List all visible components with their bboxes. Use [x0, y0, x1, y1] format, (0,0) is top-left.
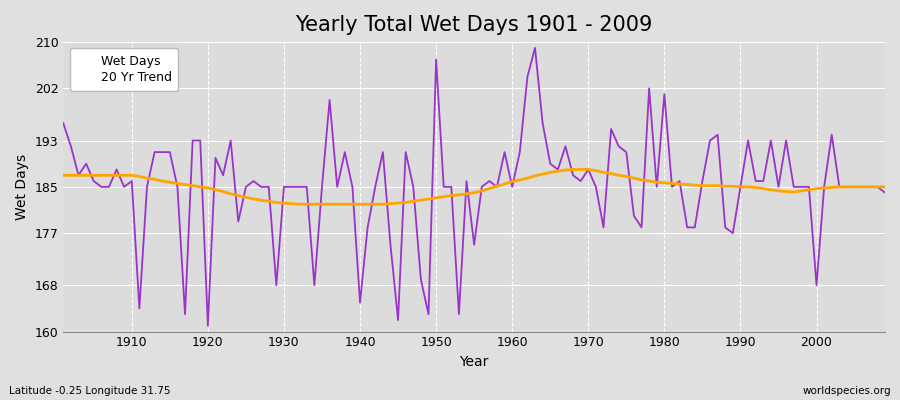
- Wet Days: [202, 323, 213, 328]
- 20 Yr Trend: [507, 179, 517, 184]
- Wet Days: [119, 184, 130, 189]
- Line: 20 Yr Trend: 20 Yr Trend: [63, 170, 885, 204]
- Legend: Wet Days, 20 Yr Trend: Wet Days, 20 Yr Trend: [69, 48, 178, 91]
- 20 Yr Trend: [879, 184, 890, 189]
- 20 Yr Trend: [286, 201, 297, 206]
- Wet Days: [529, 46, 540, 50]
- Wet Days: [507, 184, 517, 189]
- 20 Yr Trend: [613, 173, 624, 178]
- Line: Wet Days: Wet Days: [63, 48, 885, 326]
- 20 Yr Trend: [339, 202, 350, 207]
- Wet Days: [613, 144, 624, 149]
- 20 Yr Trend: [58, 173, 68, 178]
- Title: Yearly Total Wet Days 1901 - 2009: Yearly Total Wet Days 1901 - 2009: [295, 15, 652, 35]
- Wet Days: [879, 190, 890, 195]
- Wet Days: [515, 150, 526, 154]
- X-axis label: Year: Year: [460, 355, 489, 369]
- 20 Yr Trend: [568, 167, 579, 172]
- Wet Days: [293, 184, 304, 189]
- Y-axis label: Wet Days: Wet Days: [15, 154, 29, 220]
- 20 Yr Trend: [119, 173, 130, 178]
- 20 Yr Trend: [293, 202, 304, 207]
- Wet Days: [339, 150, 350, 154]
- 20 Yr Trend: [515, 178, 526, 182]
- Wet Days: [58, 121, 68, 126]
- Text: Latitude -0.25 Longitude 31.75: Latitude -0.25 Longitude 31.75: [9, 386, 170, 396]
- Text: worldspecies.org: worldspecies.org: [803, 386, 891, 396]
